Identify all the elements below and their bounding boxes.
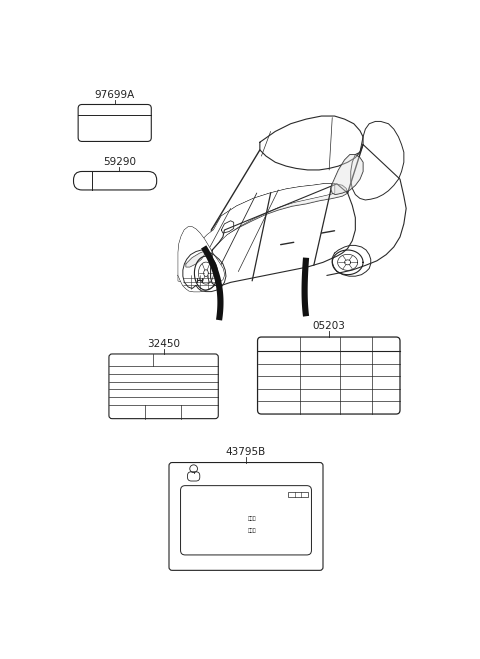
Polygon shape — [161, 117, 423, 333]
FancyBboxPatch shape — [78, 105, 151, 142]
Text: 非売品: 非売品 — [248, 517, 257, 521]
Polygon shape — [331, 155, 363, 194]
Polygon shape — [178, 184, 335, 282]
Text: 32450: 32450 — [147, 339, 180, 349]
FancyBboxPatch shape — [258, 337, 400, 414]
Text: 不販售: 不販售 — [248, 528, 257, 533]
Text: 43795B: 43795B — [226, 447, 266, 457]
FancyBboxPatch shape — [109, 354, 218, 418]
FancyBboxPatch shape — [180, 486, 312, 555]
FancyBboxPatch shape — [73, 171, 156, 190]
FancyBboxPatch shape — [188, 472, 200, 481]
Bar — [288, 492, 308, 497]
FancyBboxPatch shape — [169, 463, 323, 570]
Polygon shape — [301, 258, 309, 316]
Text: 05203: 05203 — [312, 321, 345, 331]
Text: 97699A: 97699A — [95, 90, 135, 100]
Polygon shape — [201, 245, 224, 320]
Text: 59290: 59290 — [103, 157, 136, 167]
Polygon shape — [211, 184, 348, 244]
Polygon shape — [178, 227, 225, 291]
Polygon shape — [186, 252, 204, 267]
